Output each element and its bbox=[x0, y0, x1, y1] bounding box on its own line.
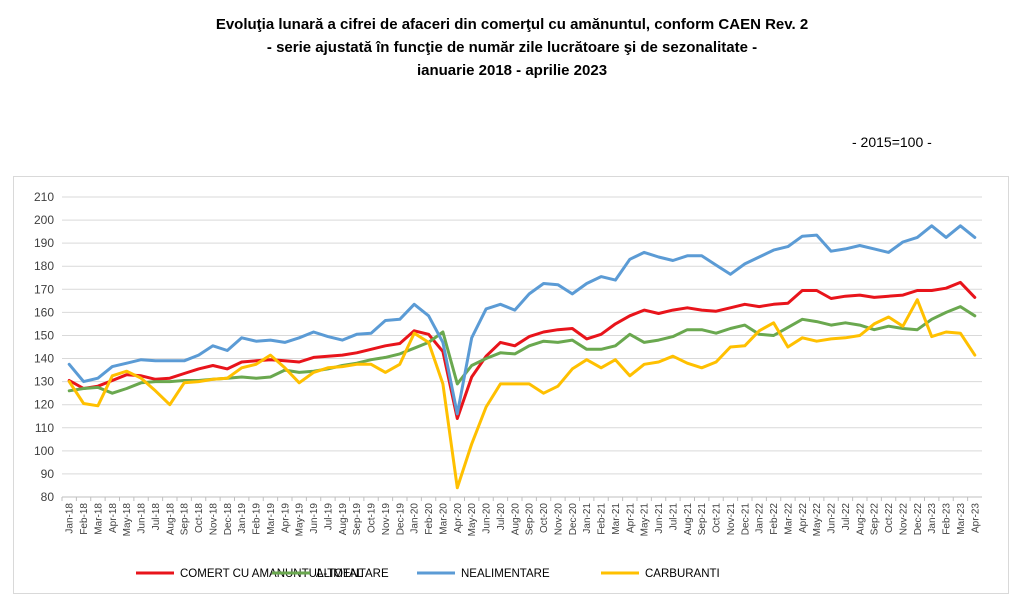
x-tick-label: Aug-19 bbox=[338, 503, 349, 536]
x-tick-label: Jun-22 bbox=[827, 503, 838, 534]
x-tick-label: Dec-20 bbox=[568, 503, 579, 536]
x-tick-label: May-20 bbox=[467, 503, 478, 537]
x-tick-label: Sep-21 bbox=[697, 503, 708, 536]
x-tick-label: May-18 bbox=[122, 503, 133, 537]
x-tick-label: Feb-22 bbox=[769, 503, 780, 535]
x-tick-label: Mar-22 bbox=[783, 503, 794, 535]
x-tick-label: Mar-21 bbox=[611, 503, 622, 535]
x-tick-label: Oct-20 bbox=[539, 503, 550, 533]
x-tick-label: Sep-20 bbox=[525, 503, 536, 536]
x-tick-label: Jan-21 bbox=[582, 503, 593, 534]
x-tick-label: Apr-22 bbox=[798, 503, 809, 533]
base-year-note: - 2015=100 - bbox=[852, 134, 932, 150]
x-tick-label: Oct-21 bbox=[712, 503, 723, 533]
x-tick-label: Feb-19 bbox=[252, 503, 263, 535]
x-tick-label: Mar-23 bbox=[956, 503, 967, 535]
x-tick-label: Jan-18 bbox=[65, 503, 76, 534]
y-axis: 80 90 100 110 120 130 140 150 160 170 180 190 200 210 bbox=[34, 190, 54, 504]
x-tick-label: Jun-20 bbox=[482, 503, 493, 534]
x-tick-label: Nov-22 bbox=[898, 503, 909, 536]
x-tick-label: Feb-23 bbox=[942, 503, 953, 535]
x-tick-label: Feb-20 bbox=[424, 503, 435, 535]
y-tick-label: 120 bbox=[34, 398, 54, 412]
x-tick-label: Sep-19 bbox=[352, 503, 363, 536]
x-tick-label: Jul-19 bbox=[323, 503, 334, 531]
x-tick-label: May-19 bbox=[295, 503, 306, 537]
y-tick-label: 210 bbox=[34, 190, 54, 204]
legend-label-nealimentare: NEALIMENTARE bbox=[461, 568, 550, 580]
x-tick-label: Aug-22 bbox=[855, 503, 866, 536]
x-axis: Jan-18 Feb-18 Mar-18 Apr-18 May-18 Jun-18 Jul-… bbox=[61, 496, 982, 537]
y-tick-label: 190 bbox=[34, 236, 54, 250]
chart-area: 80 90 100 110 120 130 140 150 160 170 180 190 200 210… bbox=[13, 176, 1009, 594]
x-tick-label: Mar-18 bbox=[93, 503, 104, 535]
x-tick-label: Feb-21 bbox=[597, 503, 608, 535]
x-tick-label: Jan-19 bbox=[237, 503, 248, 534]
legend-label-carburanti: CARBURANTI bbox=[645, 568, 720, 580]
legend-label-alimentare: ALIMENTARE bbox=[316, 568, 389, 580]
x-tick-label: Jul-20 bbox=[496, 503, 507, 531]
x-tick-label: Apr-19 bbox=[280, 503, 291, 533]
x-tick-label: Jul-22 bbox=[841, 503, 852, 531]
x-tick-label: Nov-20 bbox=[553, 503, 564, 536]
x-tick-label: Dec-18 bbox=[223, 503, 234, 536]
y-tick-label: 80 bbox=[41, 490, 55, 504]
x-tick-label: Nov-18 bbox=[208, 503, 219, 536]
x-tick-label: Aug-18 bbox=[165, 503, 176, 536]
y-tick-label: 110 bbox=[35, 421, 54, 435]
chart-period: ianuarie 2018 - aprilie 2023 bbox=[416, 62, 608, 79]
x-tick-label: Oct-19 bbox=[367, 503, 378, 533]
series-lines bbox=[67, 224, 977, 490]
x-tick-label: Jun-21 bbox=[654, 503, 665, 534]
x-tick-label: Jun-18 bbox=[137, 503, 148, 534]
x-tick-label: Sep-18 bbox=[180, 503, 191, 536]
x-tick-label: Nov-19 bbox=[381, 503, 392, 536]
y-tick-label: 170 bbox=[34, 282, 54, 296]
x-tick-label: Jan-20 bbox=[410, 503, 421, 534]
series-line-carburanti bbox=[67, 298, 977, 490]
x-tick-label: May-22 bbox=[812, 503, 823, 537]
x-tick-label: Jul-21 bbox=[668, 503, 679, 531]
x-tick-label: Jan-22 bbox=[755, 503, 766, 534]
gridlines bbox=[62, 196, 982, 498]
y-tick-label: 100 bbox=[34, 444, 54, 458]
line-chart: 80 90 100 110 120 130 140 150 160 170 180 190 200 210… bbox=[34, 190, 982, 580]
x-tick-label: May-21 bbox=[640, 503, 651, 537]
x-tick-label: Feb-18 bbox=[79, 503, 90, 535]
x-tick-label: Apr-23 bbox=[970, 503, 981, 533]
x-tick-label: Dec-19 bbox=[395, 503, 406, 536]
x-tick-label: Oct-18 bbox=[194, 503, 205, 533]
y-tick-label: 160 bbox=[34, 305, 54, 319]
series-line-comert-cu-amanuntul-total bbox=[67, 280, 977, 420]
x-tick-label: Jul-18 bbox=[151, 503, 162, 531]
y-tick-label: 200 bbox=[34, 213, 54, 227]
y-tick-label: 150 bbox=[34, 328, 54, 342]
x-tick-label: Dec-21 bbox=[740, 503, 751, 536]
x-tick-label: Jan-23 bbox=[927, 503, 938, 534]
x-tick-label: Dec-22 bbox=[913, 503, 924, 536]
y-tick-label: 90 bbox=[41, 467, 55, 481]
x-tick-label: Jun-19 bbox=[309, 503, 320, 534]
x-tick-label: Mar-20 bbox=[438, 503, 449, 535]
x-tick-label: Nov-21 bbox=[726, 503, 737, 536]
x-tick-label: Sep-22 bbox=[870, 503, 881, 536]
x-tick-label: Mar-19 bbox=[266, 503, 277, 535]
y-tick-label: 140 bbox=[34, 352, 54, 366]
x-tick-label: Aug-21 bbox=[683, 503, 694, 536]
y-tick-label: 130 bbox=[34, 375, 54, 389]
y-tick-label: 180 bbox=[34, 259, 54, 273]
chart-subtitle: - serie ajustată în funcţie de număr zil… bbox=[266, 39, 758, 56]
series-line-nealimentare bbox=[67, 224, 977, 416]
x-tick-label: Apr-21 bbox=[625, 503, 636, 533]
x-tick-label: Oct-22 bbox=[884, 503, 895, 533]
x-tick-label: Aug-20 bbox=[510, 503, 521, 536]
chart-title: Evoluţia lunară a cifrei de afaceri din … bbox=[215, 16, 809, 33]
legend-label-comert-cu-amanuntul-total: COMERT CU AMANUNTUL-TOTAL bbox=[180, 568, 364, 580]
x-tick-label: Apr-18 bbox=[108, 503, 119, 533]
x-tick-label: Apr-20 bbox=[453, 503, 464, 533]
chart-title-block: Evoluţia lunară a cifrei de afaceri din … bbox=[0, 13, 1024, 82]
